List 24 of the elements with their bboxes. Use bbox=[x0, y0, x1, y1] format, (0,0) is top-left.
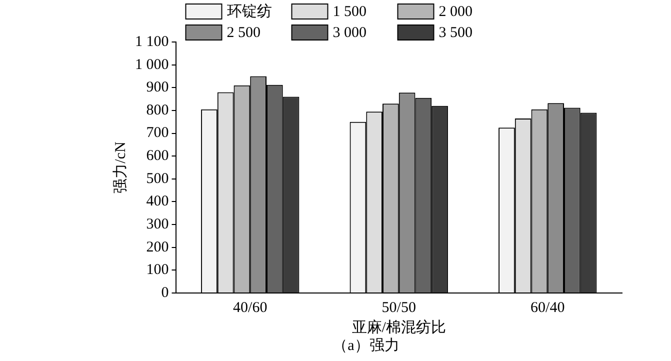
legend-label: 2 000 bbox=[438, 4, 472, 20]
x-axis-title: 亚麻/棉混纺比 bbox=[352, 318, 446, 336]
y-axis-title: 强力/cN bbox=[112, 142, 129, 194]
y-tick-label: 400 bbox=[146, 194, 169, 210]
y-tick-label: 1 100 bbox=[135, 34, 169, 50]
x-tick-label: 50/50 bbox=[382, 300, 416, 316]
legend-label: 3 500 bbox=[438, 24, 472, 41]
y-tick-label: 600 bbox=[146, 148, 169, 164]
x-tick-label: 60/40 bbox=[530, 300, 565, 316]
y-tick-label: 200 bbox=[146, 239, 169, 256]
x-tick-label: 40/60 bbox=[233, 300, 268, 316]
y-tick-label: 300 bbox=[146, 216, 169, 232]
y-tick-label: 900 bbox=[146, 80, 169, 96]
y-tick-label: 800 bbox=[146, 102, 169, 118]
legend-label: 2 500 bbox=[226, 24, 260, 41]
legend-label: 1 500 bbox=[332, 4, 366, 20]
y-tick-label: 100 bbox=[146, 262, 169, 278]
legend-label: 3 000 bbox=[332, 24, 366, 41]
y-tick-label: 0 bbox=[161, 284, 169, 301]
y-tick-label: 1 000 bbox=[135, 56, 169, 73]
text: （a）强力 bbox=[332, 336, 400, 354]
y-tick-label: 700 bbox=[146, 125, 169, 142]
y-tick-label: 500 bbox=[146, 170, 169, 187]
legend-label: 环锭纺 bbox=[226, 2, 272, 20]
